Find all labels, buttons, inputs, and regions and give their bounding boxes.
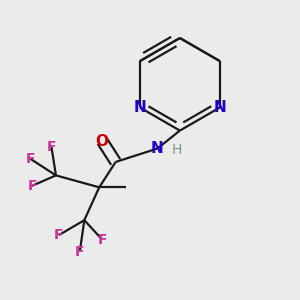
Text: F: F	[26, 152, 35, 166]
Text: O: O	[96, 134, 109, 148]
Text: F: F	[47, 140, 56, 154]
Text: N: N	[151, 141, 164, 156]
Text: H: H	[172, 143, 182, 157]
Text: F: F	[98, 232, 107, 247]
Text: F: F	[54, 228, 64, 242]
Text: F: F	[75, 244, 85, 259]
Text: N: N	[134, 100, 146, 115]
Text: F: F	[27, 179, 37, 193]
Text: N: N	[214, 100, 226, 115]
